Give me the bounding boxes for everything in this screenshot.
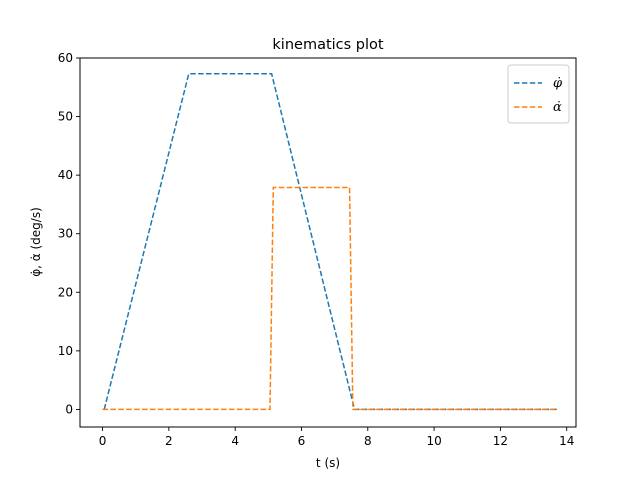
x-tick-label: 0 [99, 434, 107, 448]
x-tick-label: 14 [559, 434, 574, 448]
legend: φ̇ α̇ [507, 64, 570, 124]
y-tick-label: 0 [65, 402, 73, 416]
legend-label-phi: φ̇ [553, 76, 563, 91]
series-line-alpha-dot [102, 186, 557, 411]
x-tick-label: 2 [165, 434, 173, 448]
series-line-phi-dot [103, 73, 557, 411]
plot-area [80, 58, 576, 427]
x-axis-title: t (s) [316, 456, 340, 470]
y-tick-label: 10 [58, 344, 73, 358]
x-tick-label: 4 [231, 434, 239, 448]
x-tick-label: 12 [493, 434, 508, 448]
ticks-layer: 0 2 4 6 8 10 12 14 0 10 20 30 40 50 60 [58, 51, 575, 448]
y-tick-label: 50 [58, 110, 73, 124]
y-tick-label: 20 [58, 285, 73, 299]
legend-label-alpha: α̇ [553, 100, 562, 115]
x-tick-label: 6 [298, 434, 306, 448]
series-layer [102, 73, 557, 411]
y-tick-label: 30 [58, 227, 73, 241]
y-tick-label: 40 [58, 168, 73, 182]
y-axis-title: φ̇, α̇ (deg/s) [29, 207, 43, 277]
chart-title: kinematics plot [272, 37, 384, 53]
x-tick-label: 8 [364, 434, 372, 448]
plot-frame [79, 57, 577, 428]
y-tick-label: 60 [58, 51, 73, 65]
legend-box [507, 64, 570, 124]
x-tick-label: 10 [426, 434, 441, 448]
